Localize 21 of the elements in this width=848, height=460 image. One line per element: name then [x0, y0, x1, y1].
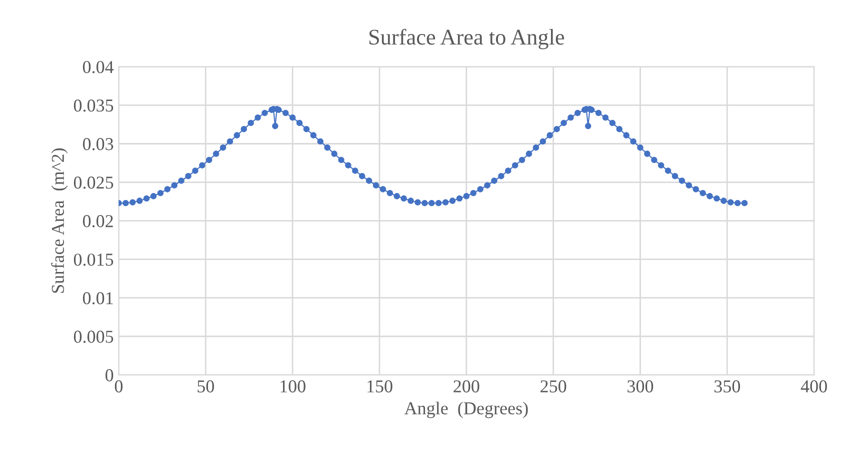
y-tick-label: 0.01 — [82, 292, 113, 304]
y-tick-label: 0.005 — [74, 330, 114, 343]
x-tick-label: 350 — [714, 380, 740, 392]
y-tick-label: 0.04 — [82, 60, 114, 74]
x-tick-label: 0 — [114, 380, 123, 392]
y-tick-label: 0 — [106, 369, 114, 382]
x-tick-label: 200 — [454, 380, 480, 392]
x-tick-label: 300 — [628, 380, 654, 392]
x-tick-label: 100 — [280, 380, 306, 392]
x-tick-label: 250 — [540, 380, 566, 392]
x-tick-label: 400 — [800, 380, 827, 392]
x-axis-title: Angle (Degrees) — [404, 402, 528, 418]
y-tick-label: 0.025 — [74, 176, 114, 189]
x-tick-label: 50 — [198, 380, 214, 392]
chart-title: Surface Area to Angle — [369, 28, 564, 50]
y-tick-label: 0.015 — [74, 254, 114, 266]
x-tick-label: 150 — [368, 380, 392, 392]
y-axis-title: Surface Area (m^2) — [51, 148, 68, 293]
y-tick-label: 0.035 — [74, 99, 114, 112]
y-tick-label: 0.02 — [82, 215, 113, 228]
y-tick-label: 0.03 — [82, 138, 114, 150]
